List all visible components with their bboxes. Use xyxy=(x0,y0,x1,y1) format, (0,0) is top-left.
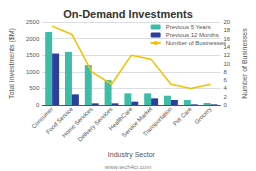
svg-text:HealthCare: HealthCare xyxy=(107,105,134,132)
svg-text:Number of Businesses: Number of Businesses xyxy=(241,28,248,99)
svg-text:Grocery: Grocery xyxy=(193,106,212,125)
svg-text:500: 500 xyxy=(29,85,40,91)
svg-text:On-Demand Investments: On-Demand Investments xyxy=(63,8,193,20)
svg-text:14: 14 xyxy=(223,43,231,50)
svg-text:Food Service: Food Service xyxy=(44,105,75,136)
svg-text:20: 20 xyxy=(223,19,230,25)
svg-text:1000: 1000 xyxy=(26,69,40,75)
svg-text:16: 16 xyxy=(223,35,231,42)
svg-text:0: 0 xyxy=(36,102,40,108)
svg-text:Transportation: Transportation xyxy=(142,106,173,137)
svg-text:6: 6 xyxy=(223,77,227,83)
svg-text:Consumer: Consumer xyxy=(30,105,55,130)
svg-text:2500: 2500 xyxy=(26,19,40,25)
svg-text:Previous 12 Months: Previous 12 Months xyxy=(166,32,219,38)
svg-text:12: 12 xyxy=(223,52,230,58)
svg-text:Home Services: Home Services xyxy=(60,105,94,139)
svg-text:8: 8 xyxy=(223,69,227,75)
svg-text:Total Investments ($M): Total Investments ($M) xyxy=(8,28,16,99)
svg-text:Service Market: Service Market xyxy=(120,105,154,139)
svg-text:Number of Businesses: Number of Businesses xyxy=(166,40,226,46)
svg-text:Pet Care: Pet Care xyxy=(172,105,193,126)
svg-text:18: 18 xyxy=(223,27,230,33)
svg-text:2000: 2000 xyxy=(26,36,40,42)
svg-text:2: 2 xyxy=(223,94,227,100)
svg-text:Previous 5 Years: Previous 5 Years xyxy=(166,24,211,30)
svg-text:1500: 1500 xyxy=(26,52,40,58)
svg-text:Delivery Services: Delivery Services xyxy=(77,106,114,143)
svg-text:www.tech4ci.com: www.tech4ci.com xyxy=(104,164,151,170)
svg-text:10: 10 xyxy=(223,61,230,67)
svg-text:4: 4 xyxy=(223,85,227,91)
svg-text:0: 0 xyxy=(223,102,227,108)
svg-text:Industry Sector: Industry Sector xyxy=(108,151,156,159)
